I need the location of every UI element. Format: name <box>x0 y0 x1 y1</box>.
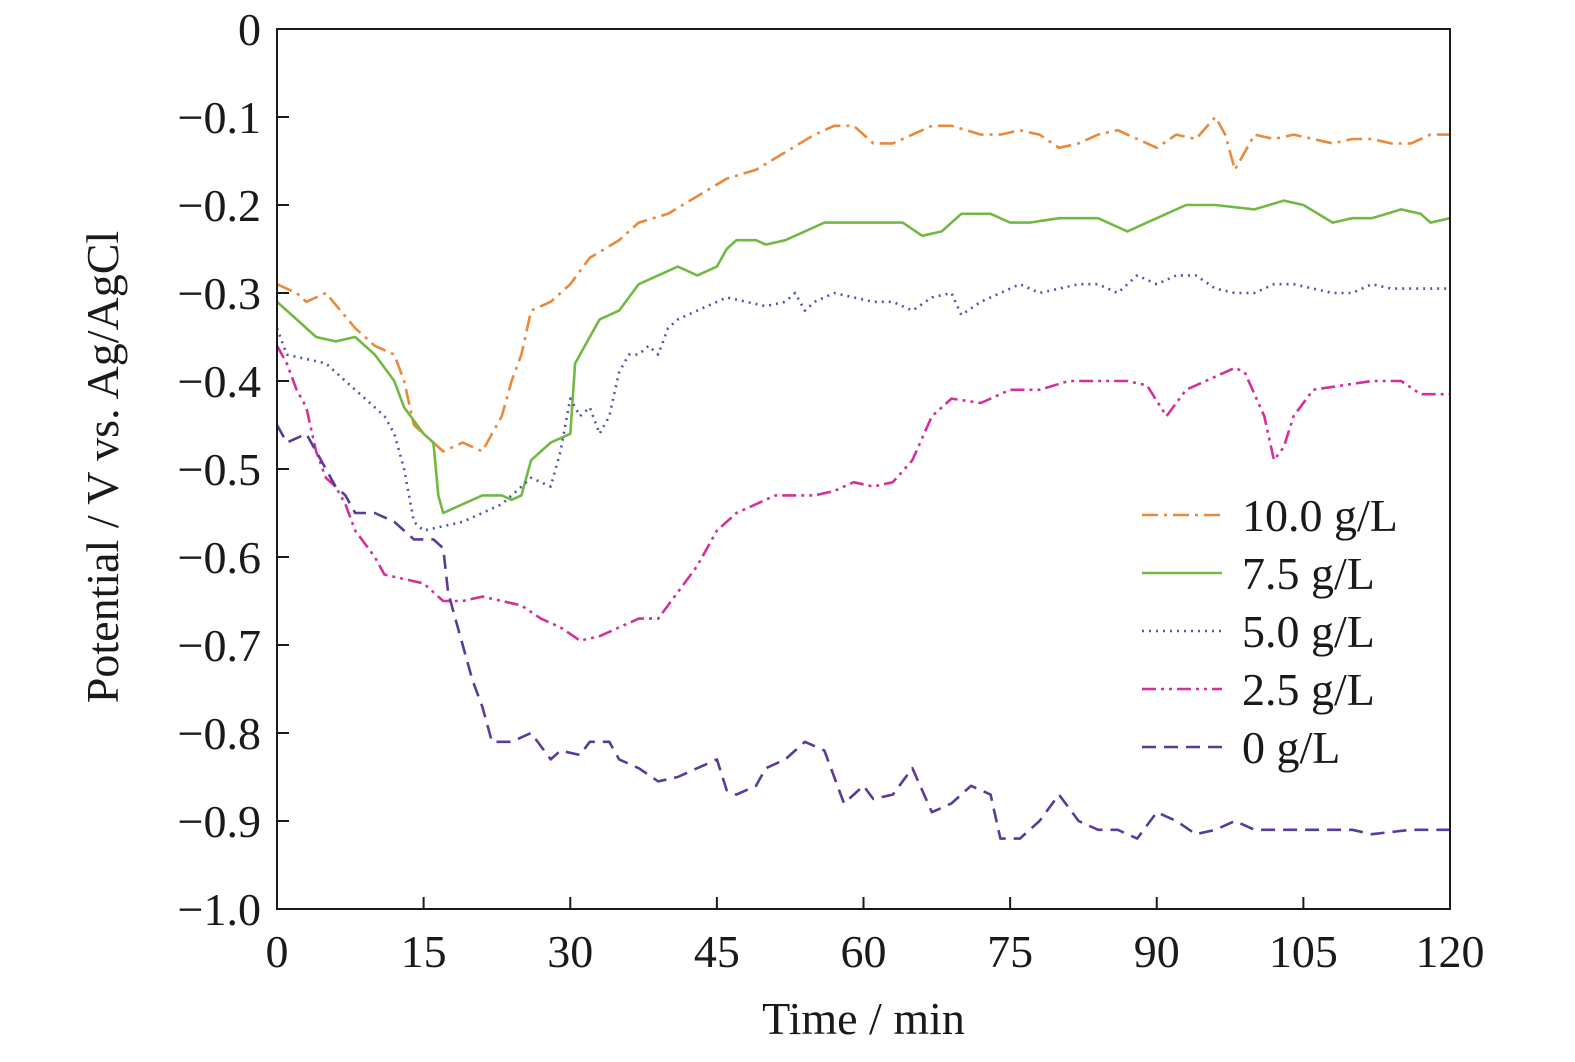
x-tick-label: 90 <box>1134 926 1180 977</box>
legend-label: 0 g/L <box>1242 722 1340 773</box>
y-tick-label: −0.4 <box>178 356 261 407</box>
y-tick-label: −0.6 <box>178 532 261 583</box>
x-tick-label: 30 <box>547 926 593 977</box>
legend-item-4: 0 g/L <box>1142 722 1340 773</box>
legend-label: 10.0 g/L <box>1242 490 1398 541</box>
series-line-0 <box>276 115 1450 453</box>
y-axis-ticks: 0 −0.1 −0.2 −0.3 −0.4 −0.5 −0.6 −0.7 −0.8 −0.9 −1.… <box>178 4 289 935</box>
y-tick-label: −0.7 <box>178 620 261 671</box>
legend-item-3: 2.5 g/L <box>1142 664 1375 715</box>
series-line-1 <box>276 199 1451 515</box>
x-tick-label: 45 <box>694 926 740 977</box>
x-tick-label: 15 <box>401 926 447 977</box>
x-tick-label: 60 <box>841 926 887 977</box>
y-tick-label: −0.2 <box>178 180 261 231</box>
legend-label: 2.5 g/L <box>1242 664 1375 715</box>
plot-frame <box>276 28 1451 910</box>
legend: 10.0 g/L 7.5 g/L 5.0 g/L 2.5 g/L 0 g/L <box>1142 490 1398 773</box>
y-tick-label: −0.1 <box>178 92 261 143</box>
x-axis-ticks: 0 15 30 45 60 75 90 105 120 <box>266 897 1485 977</box>
legend-item-2: 5.0 g/L <box>1142 606 1375 657</box>
plot-lines <box>275 115 1451 840</box>
x-tick-label: 0 <box>266 926 289 977</box>
y-tick-label: −0.5 <box>178 444 261 495</box>
y-tick-label: −0.9 <box>178 796 261 847</box>
y-tick-label: −1.0 <box>178 884 261 935</box>
y-axis-title: Potential / V vs. Ag/AgCl <box>77 231 128 703</box>
y-tick-label: −0.3 <box>178 268 261 319</box>
x-tick-label: 120 <box>1416 926 1485 977</box>
legend-item-0: 10.0 g/L <box>1142 490 1398 541</box>
series-line-4 <box>275 424 1450 840</box>
y-tick-label: 0 <box>238 4 261 55</box>
x-tick-label: 105 <box>1269 926 1338 977</box>
y-tick-label: −0.8 <box>178 708 261 759</box>
series-line-3 <box>275 345 1450 642</box>
legend-label: 5.0 g/L <box>1242 606 1375 657</box>
legend-label: 7.5 g/L <box>1242 548 1375 599</box>
x-tick-label: 75 <box>987 926 1033 977</box>
x-axis-title: Time / min <box>762 993 965 1044</box>
legend-item-1: 7.5 g/L <box>1142 548 1375 599</box>
